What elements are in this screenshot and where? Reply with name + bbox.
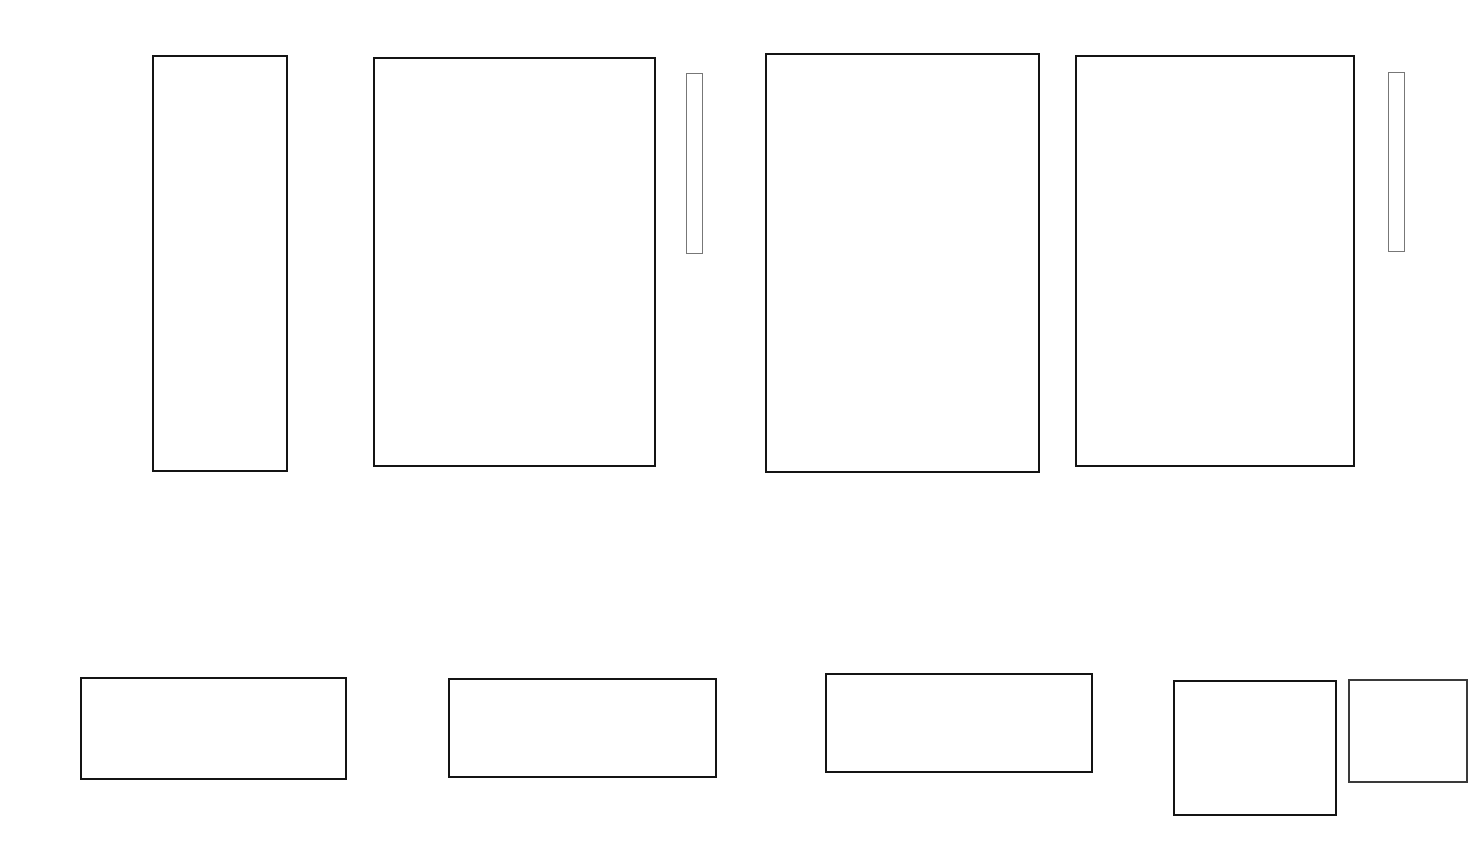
colorbar-red-white-blue <box>1388 72 1405 252</box>
panel-a-plot <box>152 55 288 472</box>
panel-f-plot <box>825 673 1093 773</box>
panel-b-plot <box>373 57 656 467</box>
legend <box>1348 679 1468 783</box>
panel-g-plot <box>1173 680 1337 816</box>
panel-d-plot <box>80 677 347 780</box>
panel-c-map-plot <box>765 53 1040 473</box>
colorbar-jet <box>686 73 703 254</box>
panel-e-plot <box>448 678 717 778</box>
panel-c-stack-plot <box>1075 55 1355 467</box>
